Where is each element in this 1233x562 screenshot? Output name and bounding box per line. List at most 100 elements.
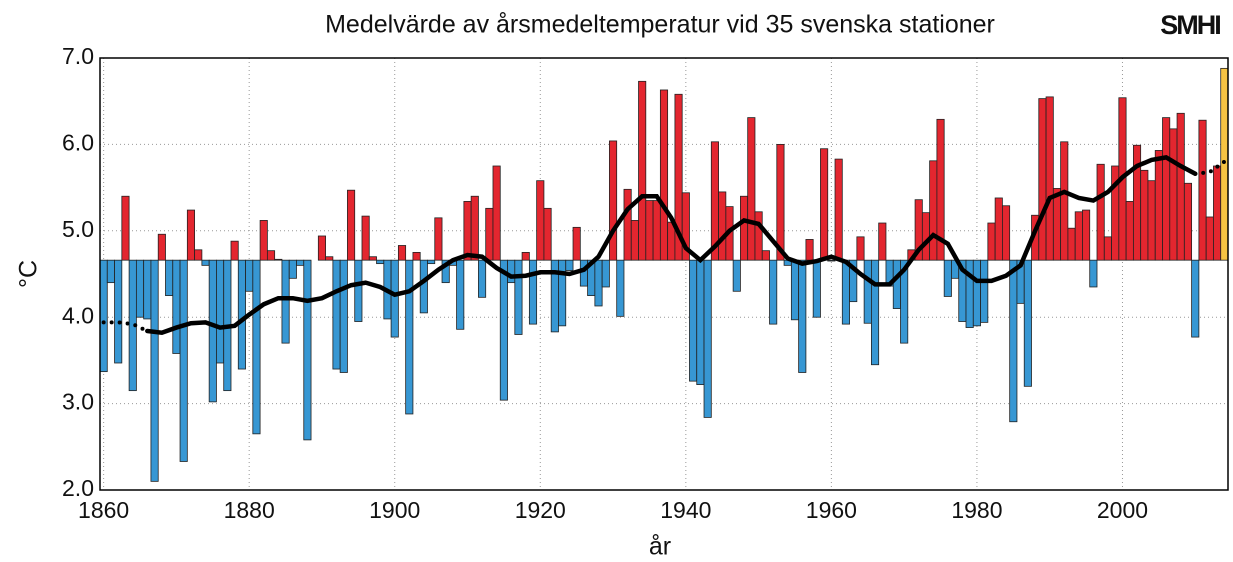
- bar: [1213, 165, 1222, 261]
- bar: [514, 259, 523, 335]
- bar: [987, 222, 996, 261]
- bar: [572, 226, 581, 261]
- bar: [1140, 169, 1149, 261]
- bar: [681, 192, 690, 261]
- bar: [980, 259, 989, 323]
- bar: [332, 259, 341, 370]
- bar: [718, 191, 727, 261]
- bar: [812, 259, 821, 318]
- bar: [317, 235, 326, 261]
- bar: [834, 158, 843, 261]
- bar: [1205, 216, 1214, 261]
- bar: [943, 259, 952, 297]
- bar: [237, 259, 246, 370]
- bar: [470, 195, 479, 261]
- bar: [1103, 236, 1112, 261]
- bar: [252, 259, 261, 435]
- bar: [427, 259, 436, 265]
- bar: [929, 160, 938, 261]
- trend-line: [1193, 159, 1227, 176]
- bar: [798, 259, 807, 373]
- bar: [376, 259, 385, 265]
- bar: [1052, 188, 1062, 261]
- bar: [740, 195, 749, 261]
- bar: [281, 259, 290, 344]
- bar: [630, 220, 639, 261]
- bar: [754, 211, 763, 261]
- bar: [106, 259, 115, 284]
- bar: [1002, 205, 1011, 261]
- bar: [871, 259, 880, 366]
- bar: [1198, 119, 1207, 261]
- x-tick-label: 1940: [660, 497, 711, 523]
- bar: [827, 259, 836, 262]
- x-tick-label: 1900: [369, 497, 420, 523]
- bar: [390, 259, 399, 338]
- bar: [1074, 211, 1083, 261]
- x-tick-label: 1880: [224, 497, 275, 523]
- bar: [492, 165, 501, 261]
- x-tick-label: 1980: [951, 497, 1002, 523]
- bar: [1220, 67, 1229, 261]
- bar: [659, 89, 669, 261]
- bar: [397, 245, 407, 261]
- y-axis-label: °C: [15, 260, 43, 288]
- bar: [354, 259, 363, 322]
- bar: [921, 212, 931, 261]
- bar: [601, 259, 610, 288]
- bar: [245, 259, 254, 292]
- bar: [230, 240, 239, 261]
- bar: [361, 215, 370, 261]
- bar: [259, 220, 268, 261]
- bar: [1060, 141, 1069, 261]
- bar: [150, 259, 159, 482]
- bar: [121, 195, 130, 261]
- chart-title: Medelvärde av årsmedeltemperatur vid 35 …: [325, 11, 995, 39]
- bar: [900, 259, 909, 344]
- bar: [507, 259, 516, 284]
- bar: [1023, 259, 1032, 387]
- bar: [863, 259, 872, 324]
- bar: [972, 259, 981, 327]
- bar: [521, 251, 530, 261]
- bar: [536, 180, 545, 261]
- bar: [478, 259, 487, 298]
- bar: [303, 259, 312, 441]
- bar: [1045, 96, 1054, 261]
- bar: [1162, 117, 1171, 261]
- bar: [645, 200, 654, 261]
- bar: [703, 259, 712, 418]
- bar: [543, 207, 552, 261]
- bar: [1089, 259, 1098, 288]
- bar: [528, 259, 538, 325]
- y-tick-label: 4.0: [62, 302, 94, 328]
- logo: SMHI: [1160, 10, 1220, 40]
- bar: [1009, 259, 1018, 423]
- bar: [1067, 227, 1076, 261]
- y-tick-label: 6.0: [62, 129, 94, 155]
- bar: [1183, 182, 1193, 261]
- bar: [412, 251, 421, 261]
- bar: [179, 259, 188, 462]
- bar: [609, 140, 618, 261]
- bar: [594, 259, 603, 307]
- bar: [172, 259, 181, 354]
- bar: [194, 249, 203, 261]
- bar: [652, 200, 661, 261]
- bar: [841, 259, 850, 325]
- bar: [856, 236, 865, 261]
- bar: [368, 256, 377, 261]
- bar: [143, 259, 152, 320]
- bar: [186, 209, 196, 261]
- bar: [1082, 209, 1091, 261]
- bar: [347, 189, 356, 261]
- plot-frame: [99, 57, 1229, 491]
- y-tick-label: 3.0: [62, 389, 94, 415]
- bar: [1154, 150, 1163, 261]
- bar: [165, 259, 174, 296]
- bar: [405, 259, 414, 415]
- bar: [1096, 163, 1105, 261]
- bar: [201, 259, 210, 266]
- bar: [776, 143, 785, 261]
- bar: [696, 259, 705, 385]
